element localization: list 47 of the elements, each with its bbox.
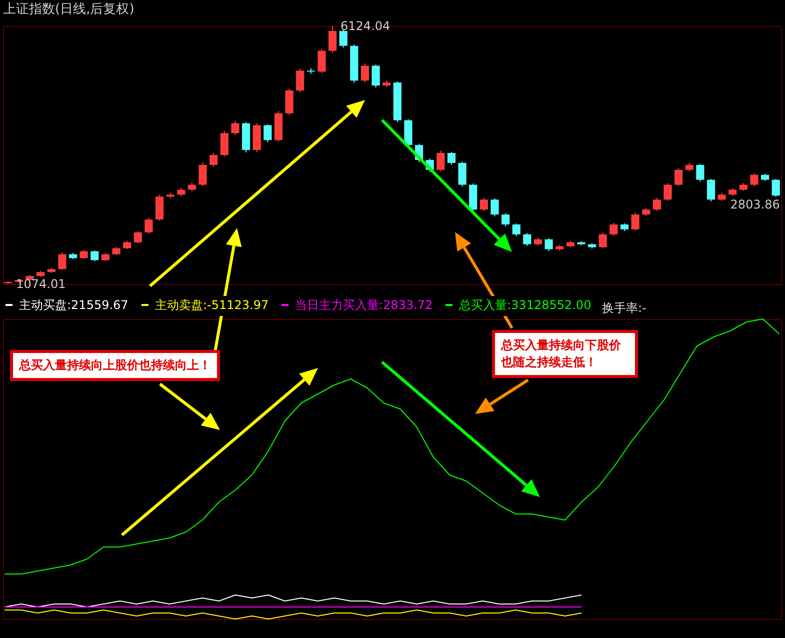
candlestick	[631, 212, 640, 232]
candlestick	[512, 222, 520, 237]
annotation: 总买入量持续向下股价也随之持续走低！	[492, 330, 638, 378]
candlestick	[372, 64, 380, 88]
candlestick	[58, 252, 66, 270]
candlestick	[523, 232, 532, 246]
candlestick	[436, 150, 445, 172]
candlestick	[210, 152, 218, 168]
candlestick	[544, 238, 553, 252]
candlestick	[155, 194, 164, 222]
candlestick	[328, 26, 337, 54]
candlestick	[447, 151, 456, 166]
candlestick	[198, 162, 207, 187]
candlestick	[339, 28, 348, 48]
candlestick	[490, 198, 499, 217]
candlestick	[480, 197, 488, 212]
candlestick	[296, 68, 304, 93]
candlestick	[360, 63, 370, 83]
candlestick	[501, 212, 510, 227]
annotation: 2803.86	[730, 198, 780, 212]
candlestick	[610, 222, 618, 236]
candlestick	[674, 168, 683, 187]
candlestick	[750, 172, 758, 187]
candlestick	[652, 197, 661, 212]
candlestick	[285, 88, 294, 116]
candlestick	[144, 217, 153, 234]
legend-label: 主动买盘:21559.67	[19, 298, 128, 312]
candlestick	[264, 124, 272, 143]
candlestick	[664, 182, 672, 202]
legend-label: 总买入量:33128552.00	[458, 298, 592, 312]
candlestick	[458, 161, 466, 188]
chart-title: 上证指数(日线,后复权)	[3, 2, 134, 17]
annotation: 总买入量持续向上股价也持续向上！	[10, 350, 220, 381]
candlestick	[134, 230, 142, 244]
legend-label: 当日主力买入量:2833.72	[295, 298, 433, 312]
annotation: 1074.01	[16, 277, 66, 291]
candlestick	[598, 232, 607, 248]
legend-label: 主动卖盘:-51123.97	[155, 298, 269, 312]
text: 换手率:-	[602, 300, 646, 317]
candlestick	[772, 178, 780, 198]
candlestick	[231, 120, 240, 136]
candlestick	[90, 250, 99, 262]
candlestick	[706, 178, 716, 202]
candlestick	[318, 48, 326, 74]
candlestick	[220, 130, 228, 157]
annotation: 6124.04	[340, 19, 390, 33]
candlestick	[696, 164, 704, 182]
